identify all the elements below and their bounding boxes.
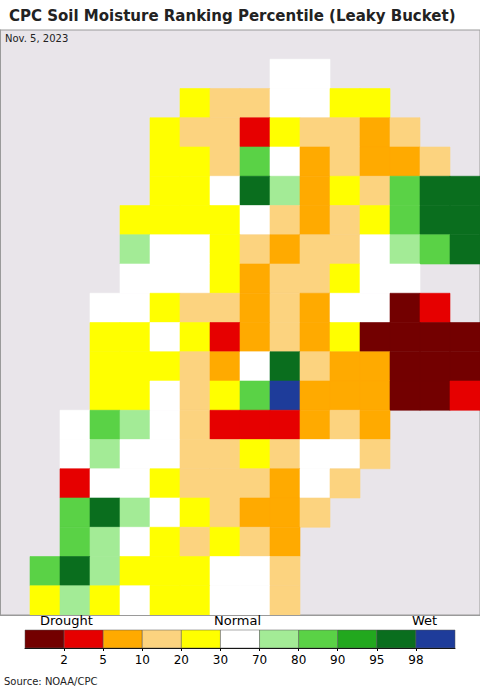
svg-text:Nov. 5, 2023: Nov. 5, 2023	[5, 33, 68, 44]
svg-text:70: 70	[252, 653, 267, 667]
svg-text:Drought: Drought	[40, 613, 93, 628]
svg-text:95: 95	[369, 653, 384, 667]
svg-text:10: 10	[135, 653, 150, 667]
svg-text:CPC Soil Moisture Ranking Perc: CPC Soil Moisture Ranking Percentile (Le…	[9, 7, 456, 25]
svg-text:90: 90	[330, 653, 345, 667]
svg-text:5: 5	[99, 653, 107, 667]
svg-text:Wet: Wet	[412, 613, 437, 628]
svg-text:20: 20	[174, 653, 189, 667]
svg-text:98: 98	[408, 653, 423, 667]
svg-text:30: 30	[213, 653, 228, 667]
svg-text:80: 80	[291, 653, 306, 667]
svg-text:Normal: Normal	[214, 613, 261, 628]
svg-text:2: 2	[60, 653, 68, 667]
svg-text:Source: NOAA/CPC: Source: NOAA/CPC	[4, 676, 97, 687]
